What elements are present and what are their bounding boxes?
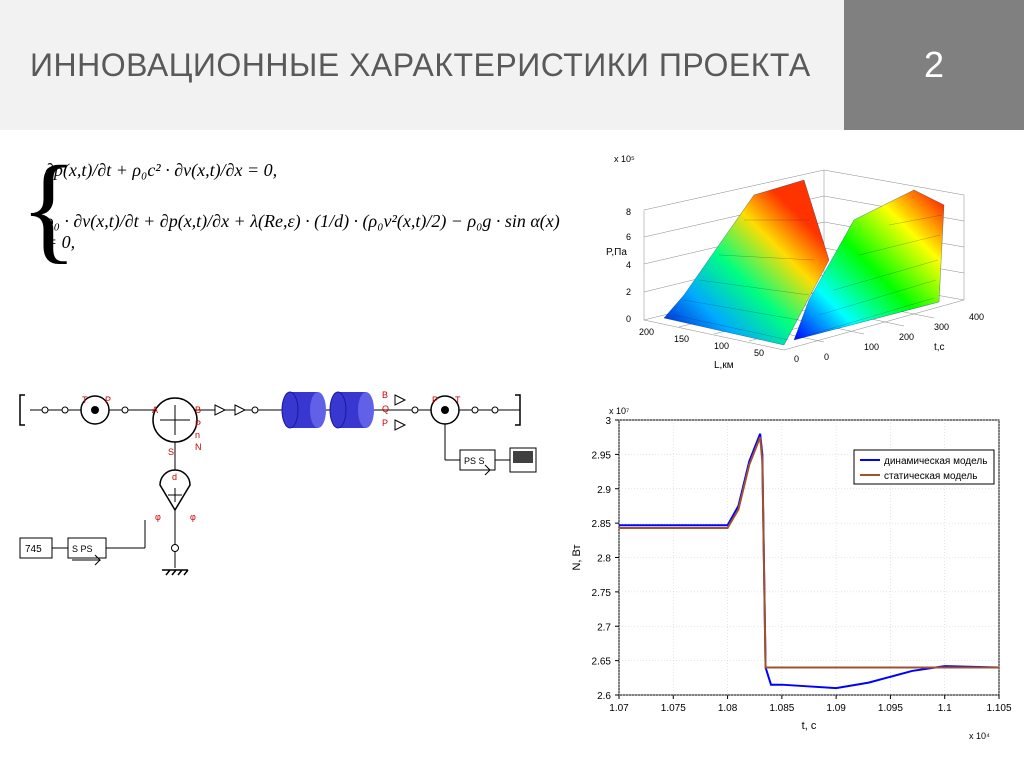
svg-text:4: 4 (626, 260, 631, 270)
svg-text:8: 8 (626, 207, 631, 217)
cylinder-block-2 (330, 392, 374, 428)
svg-text:100: 100 (864, 342, 879, 352)
title-area: ИННОВАЦИОННЫЕ ХАРАКТЕРИСТИКИ ПРОЕКТА (0, 0, 844, 130)
brace-icon: { (20, 160, 78, 256)
slide-header: ИННОВАЦИОННЫЕ ХАРАКТЕРИСТИКИ ПРОЕКТА 2 (0, 0, 1024, 130)
svg-text:150: 150 (674, 334, 689, 344)
svg-text:1.07: 1.07 (609, 703, 629, 714)
svg-text:S: S (168, 447, 174, 457)
svg-text:φ: φ (155, 512, 161, 522)
svg-text:x 10⁷: x 10⁷ (609, 406, 629, 416)
svg-text:2.7: 2.7 (597, 622, 611, 633)
svg-text:1.095: 1.095 (878, 703, 903, 714)
svg-text:2.65: 2.65 (592, 657, 612, 668)
svg-text:1.09: 1.09 (826, 703, 846, 714)
svg-text:S PS: S PS (72, 544, 93, 554)
equation-system: { ∂p(x,t)/∂t + ρ₀c² · ∂v(x,t)/∂x = 0, ρ₀… (20, 160, 570, 283)
svg-text:статическая модель: статическая модель (884, 471, 977, 482)
svg-text:T: T (82, 395, 88, 405)
z-axis-label: P,Па (606, 247, 627, 258)
svg-text:φ: φ (190, 512, 196, 522)
svg-text:1.075: 1.075 (661, 703, 686, 714)
equation-1: ∂p(x,t)/∂t + ρ₀c² · ∂v(x,t)/∂x = 0, (45, 160, 570, 181)
svg-text:A: A (152, 405, 158, 415)
svg-text:3: 3 (605, 416, 611, 427)
svg-text:400: 400 (969, 312, 984, 322)
simulink-diagram: T P A B P n N S (10, 380, 550, 600)
svg-text:N, Вт: N, Вт (571, 544, 583, 570)
svg-text:2.6: 2.6 (597, 691, 611, 702)
line-chart-2d: 1.07 1.075 1.08 1.085 1.09 1.095 1.1 1.105 2.6 2.… (564, 400, 1014, 740)
svg-text:2.95: 2.95 (592, 450, 612, 461)
svg-text:200: 200 (899, 332, 914, 342)
svg-text:1.08: 1.08 (718, 703, 738, 714)
svg-text:Q: Q (382, 404, 389, 414)
svg-text:0: 0 (794, 354, 799, 364)
svg-text:1.1: 1.1 (938, 703, 952, 714)
z-mult-label: x 10⁵ (614, 154, 635, 164)
x-axis-label: L,км (714, 360, 734, 370)
svg-text:B: B (195, 405, 201, 415)
svg-text:N: N (195, 442, 202, 452)
pump-block: A B P n N S (152, 398, 202, 457)
svg-text:динамическая модель: динамическая модель (884, 456, 987, 467)
svg-text:300: 300 (934, 322, 949, 332)
svg-text:6: 6 (626, 232, 631, 242)
svg-text:T: T (455, 395, 461, 405)
svg-text:P: P (105, 395, 111, 405)
svg-text:PS S: PS S (464, 456, 485, 466)
equation-2: ρ₀ · ∂v(x,t)/∂t + ∂p(x,t)/∂x + λ(Re,ε) ·… (45, 211, 570, 253)
svg-text:1.105: 1.105 (986, 703, 1011, 714)
svg-text:P: P (382, 418, 388, 428)
svg-text:n: n (195, 430, 200, 440)
svg-text:0: 0 (824, 352, 829, 362)
page-number-box: 2 (844, 0, 1024, 130)
svg-text:200: 200 (639, 327, 654, 337)
svg-text:0: 0 (626, 314, 631, 324)
svg-text:P: P (432, 395, 438, 405)
surface-plot-3d: x 10⁵ 8 6 4 2 0 P,Па 200 150 100 50 0 L,… (584, 140, 1004, 370)
ground-block (162, 525, 188, 575)
page-number: 2 (924, 44, 944, 86)
svg-text:2.8: 2.8 (597, 554, 611, 565)
svg-text:100: 100 (714, 341, 729, 351)
cylinder-block-1 (282, 392, 326, 428)
svg-text:2.9: 2.9 (597, 485, 611, 496)
svg-text:2.85: 2.85 (592, 519, 612, 530)
svg-text:1.085: 1.085 (769, 703, 794, 714)
slide-content: { ∂p(x,t)/∂t + ρ₀c² · ∂v(x,t)/∂x = 0, ρ₀… (0, 130, 1024, 767)
slide-title: ИННОВАЦИОННЫЕ ХАРАКТЕРИСТИКИ ПРОЕКТА (30, 46, 811, 84)
svg-text:2: 2 (626, 287, 631, 297)
svg-text:50: 50 (754, 348, 764, 358)
svg-text:x 10⁴: x 10⁴ (969, 731, 990, 740)
svg-text:P: P (195, 419, 201, 429)
svg-text:t, с: t, с (802, 720, 817, 732)
constant-value: 745 (25, 544, 42, 555)
svg-text:B: B (382, 390, 388, 400)
y-axis-label: t,c (934, 342, 945, 353)
transducer-block: φ φ d (155, 470, 196, 525)
svg-text:d: d (172, 472, 177, 482)
svg-text:2.75: 2.75 (592, 588, 612, 599)
